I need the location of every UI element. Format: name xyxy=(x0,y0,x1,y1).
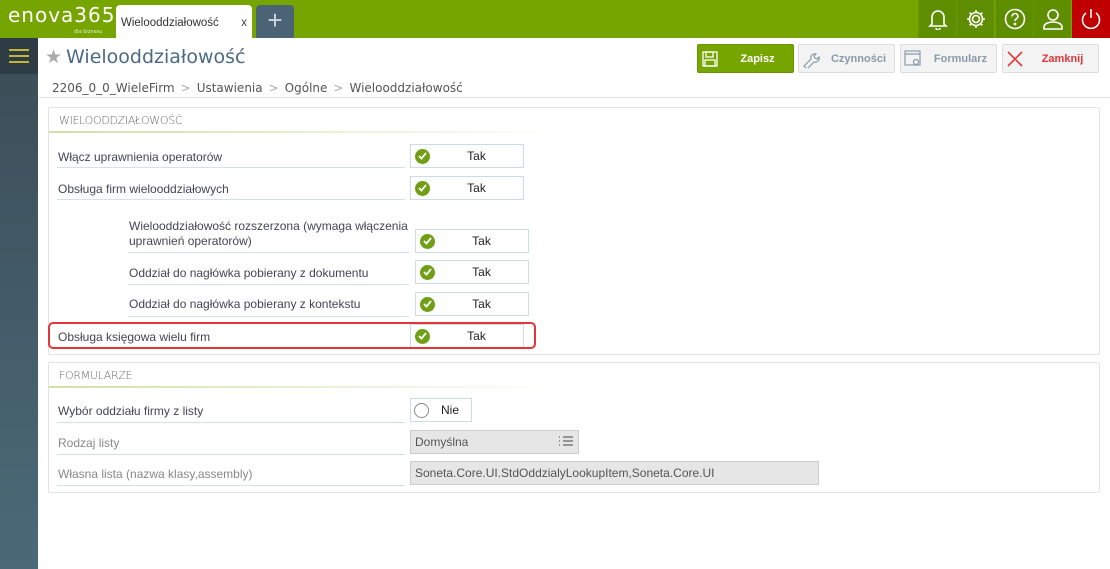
field-value: Nie xyxy=(440,403,459,417)
list-type-select[interactable]: Domyślna xyxy=(410,430,579,454)
section-formularze: FORMULARZE xyxy=(48,362,1100,493)
menu-icon[interactable] xyxy=(0,38,38,74)
page-title: ★ Wielooddziałowość xyxy=(45,46,245,68)
close-label: Zamknij xyxy=(1041,52,1084,65)
field-label: Wybór oddziału firmy z listy xyxy=(58,404,204,418)
checkbox-field[interactable]: Tak xyxy=(410,176,524,200)
field-value: Tak xyxy=(472,297,491,311)
field-value: Tak xyxy=(467,329,486,343)
favorite-star-icon[interactable]: ★ xyxy=(45,46,63,68)
tab-label: Wielooddziałowość xyxy=(121,17,219,29)
field-value: Tak xyxy=(472,234,491,248)
field-label: Obsługa księgowa wielu firm xyxy=(58,330,211,344)
wrench-icon xyxy=(799,50,823,68)
checkbox-field[interactable]: Tak xyxy=(410,144,524,168)
logo: enova365 dla biznesu xyxy=(8,4,114,36)
new-tab-button[interactable]: + xyxy=(256,5,294,38)
section-header: FORMULARZE xyxy=(59,369,133,382)
breadcrumb-item[interactable]: Ustawienia xyxy=(196,81,263,95)
check-icon xyxy=(420,296,435,312)
checkbox-field[interactable]: Tak xyxy=(410,324,524,348)
breadcrumb-item[interactable]: Ogólne xyxy=(284,81,328,95)
checkbox-field[interactable]: Nie xyxy=(410,398,472,422)
bell-icon[interactable] xyxy=(918,0,956,38)
tab-close-button[interactable]: x xyxy=(241,17,247,29)
field-label: Włącz uprawnienia operatorów xyxy=(58,150,223,164)
checkbox-field[interactable]: Tak xyxy=(415,292,529,316)
field-label: Oddział do nagłówka pobierany z kontekst… xyxy=(129,297,361,311)
logo-text: enova365 xyxy=(8,3,116,27)
form-settings-icon xyxy=(901,49,925,68)
list-icon[interactable] xyxy=(558,435,574,450)
field-value: Tak xyxy=(467,181,486,195)
field-label: Własna lista (nazwa klasy,assembly) xyxy=(58,467,253,481)
custom-list-input[interactable]: Soneta.Core.UI.StdOddzialyLookupItem,Son… xyxy=(410,461,819,485)
page-title-text: Wielooddziałowość xyxy=(66,46,246,68)
help-icon[interactable] xyxy=(995,0,1033,38)
breadcrumb-item: Wielooddziałowość xyxy=(349,81,463,95)
check-icon xyxy=(415,328,430,344)
check-icon xyxy=(420,264,435,280)
save-label: Zapisz xyxy=(740,52,775,65)
checkbox-field[interactable]: Tak xyxy=(415,260,529,284)
check-icon xyxy=(420,233,435,249)
section-header: WIELOODDZIAŁOWOŚĆ xyxy=(59,114,183,127)
logo-subtitle: dla biznesu xyxy=(74,29,103,35)
field-value: Tak xyxy=(472,265,491,279)
gear-icon[interactable] xyxy=(956,0,994,38)
tab-wielooddzialowosc[interactable]: Wielooddziałowość x xyxy=(116,5,252,38)
section-wielooddzialowosc: WIELOODDZIAŁOWOŚĆ xyxy=(48,107,1100,355)
check-icon xyxy=(415,148,430,164)
form-label: Formularz xyxy=(933,52,988,65)
field-label: Wielooddziałowość rozszerzona (wymaga wł… xyxy=(129,219,408,248)
breadcrumb-item[interactable]: 2206_0_0_WieleFirm xyxy=(52,81,175,95)
field-label: Rodzaj listy xyxy=(58,436,120,450)
radio-empty-icon xyxy=(414,402,429,418)
field-label: Oddział do nagłówka pobierany z dokument… xyxy=(129,266,369,280)
floppy-icon xyxy=(698,50,722,67)
field-label: Obsługa firm wielooddziałowych xyxy=(58,182,229,196)
actions-button[interactable]: Czynności xyxy=(798,44,895,73)
field-value: Tak xyxy=(467,149,486,163)
check-icon xyxy=(415,180,430,196)
field-value: Domyślna xyxy=(415,435,469,449)
sidebar xyxy=(0,38,38,569)
checkbox-field[interactable]: Tak xyxy=(415,229,529,253)
save-button[interactable]: Zapisz xyxy=(697,44,794,73)
divider xyxy=(38,97,1110,98)
power-icon[interactable] xyxy=(1072,0,1110,38)
close-button[interactable]: Zamknij xyxy=(1002,44,1099,73)
close-x-icon xyxy=(1003,50,1027,68)
field-value: Soneta.Core.UI.StdOddzialyLookupItem,Son… xyxy=(415,466,715,480)
breadcrumb: 2206_0_0_WieleFirm > Ustawienia > Ogólne > Wie… xyxy=(52,81,463,95)
highlight-box xyxy=(48,322,536,349)
actions-label: Czynności xyxy=(830,52,886,65)
form-button[interactable]: Formularz xyxy=(900,44,997,73)
user-icon[interactable] xyxy=(1033,0,1071,38)
